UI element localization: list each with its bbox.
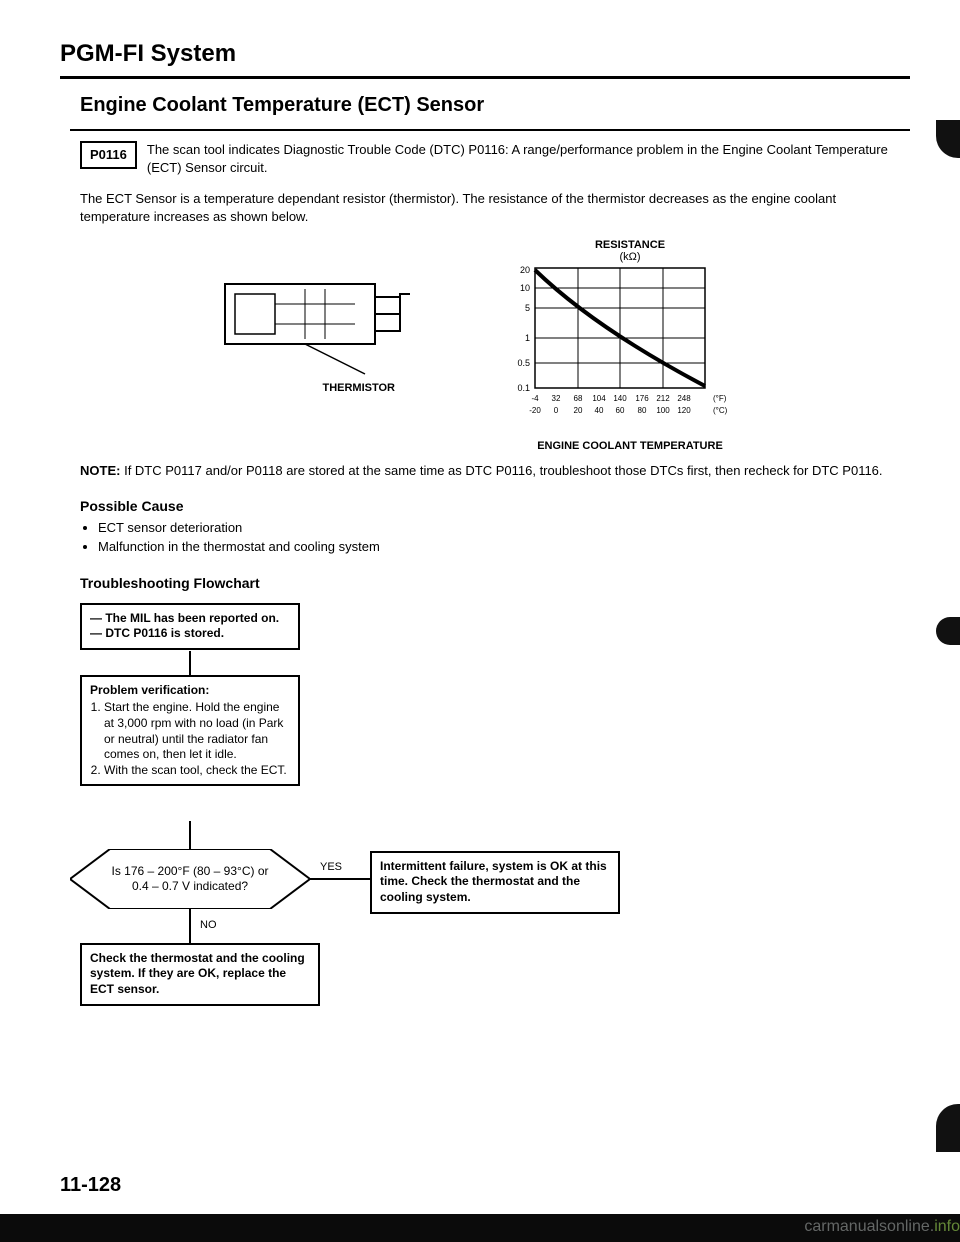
flow-start-line1: — The MIL has been reported on.	[90, 611, 290, 627]
svg-text:120: 120	[677, 406, 691, 415]
svg-text:0.5: 0.5	[517, 358, 530, 368]
dtc-description: The scan tool indicates Diagnostic Troub…	[147, 141, 890, 176]
svg-text:212: 212	[656, 394, 670, 403]
svg-text:100: 100	[656, 406, 670, 415]
svg-text:32: 32	[552, 394, 561, 403]
chart-caption: ENGINE COOLANT TEMPERATURE	[505, 440, 755, 452]
connector	[189, 909, 191, 943]
dtc-code-box: P0116	[80, 141, 137, 169]
connector	[310, 878, 370, 880]
connector	[189, 821, 191, 849]
rule-thick	[60, 76, 910, 79]
tab-icon	[936, 120, 960, 158]
system-title: PGM-FI System	[60, 40, 910, 68]
cause-item: ECT sensor deterioration	[98, 518, 890, 538]
svg-text:60: 60	[616, 406, 625, 415]
note-lead: NOTE:	[80, 463, 120, 478]
flowchart-heading: Troubleshooting Flowchart	[80, 575, 890, 591]
svg-text:1: 1	[525, 333, 530, 343]
svg-text:0: 0	[554, 406, 559, 415]
resistance-chart: 20 10 5 1 0.5 0.1 -4 32 68 104 140 176 2…	[505, 263, 755, 433]
thermistor-label: THERMISTOR	[215, 382, 395, 394]
thermistor-diagram	[215, 259, 415, 379]
svg-text:0.1: 0.1	[517, 383, 530, 393]
section-title: Engine Coolant Temperature (ECT) Sensor	[80, 94, 910, 117]
note-text: If DTC P0117 and/or P0118 are stored at …	[124, 463, 882, 478]
svg-text:104: 104	[592, 394, 606, 403]
svg-text:140: 140	[613, 394, 627, 403]
watermark-a: carmanualsonline.	[804, 1218, 934, 1235]
flow-verify-title: Problem verification:	[90, 683, 290, 699]
cause-item: Malfunction in the thermostat and coolin…	[98, 537, 890, 557]
tab-icon	[936, 1104, 960, 1152]
svg-text:68: 68	[574, 394, 583, 403]
no-label: NO	[200, 919, 217, 931]
connector	[189, 651, 191, 675]
svg-text:80: 80	[638, 406, 647, 415]
flowchart: — The MIL has been reported on. — DTC P0…	[80, 603, 730, 1033]
svg-text:(°F): (°F)	[713, 394, 727, 403]
body-paragraph: The ECT Sensor is a temperature dependan…	[80, 190, 890, 225]
flow-verify-step: With the scan tool, check the ECT.	[104, 763, 290, 779]
flow-verify-box: Problem verification: Start the engine. …	[80, 675, 300, 787]
resistance-label: RESISTANCE	[595, 239, 665, 251]
svg-text:5: 5	[525, 303, 530, 313]
svg-text:176: 176	[635, 394, 649, 403]
watermark: carmanualsonline.info	[804, 1218, 960, 1236]
flow-start-line2: — DTC P0116 is stored.	[90, 626, 290, 642]
svg-text:20: 20	[574, 406, 583, 415]
flow-yes-box: Intermittent failure, system is OK at th…	[370, 851, 620, 914]
flow-verify-step: Start the engine. Hold the engine at 3,0…	[104, 700, 290, 762]
decision-line1: Is 176 – 200°F (80 – 93°C) or	[111, 864, 268, 879]
svg-text:40: 40	[595, 406, 604, 415]
resistance-unit: (kΩ)	[619, 251, 640, 263]
svg-text:(°C): (°C)	[713, 406, 728, 415]
flow-no-box: Check the thermostat and the cooling sys…	[80, 943, 320, 1006]
tab-icon	[936, 617, 960, 645]
svg-text:248: 248	[677, 394, 691, 403]
yes-label: YES	[320, 861, 342, 873]
watermark-b: info	[934, 1218, 960, 1235]
rule-thin	[70, 129, 910, 131]
svg-text:20: 20	[520, 265, 530, 275]
flow-start-box: — The MIL has been reported on. — DTC P0…	[80, 603, 300, 650]
side-tabs	[936, 0, 960, 1242]
flow-decision: Is 176 – 200°F (80 – 93°C) or 0.4 – 0.7 …	[70, 849, 310, 909]
svg-text:-20: -20	[529, 406, 541, 415]
page-number: 11-128	[60, 1174, 121, 1197]
decision-line2: 0.4 – 0.7 V indicated?	[132, 879, 248, 894]
svg-text:-4: -4	[531, 394, 539, 403]
possible-cause-heading: Possible Cause	[80, 498, 890, 514]
svg-text:10: 10	[520, 283, 530, 293]
